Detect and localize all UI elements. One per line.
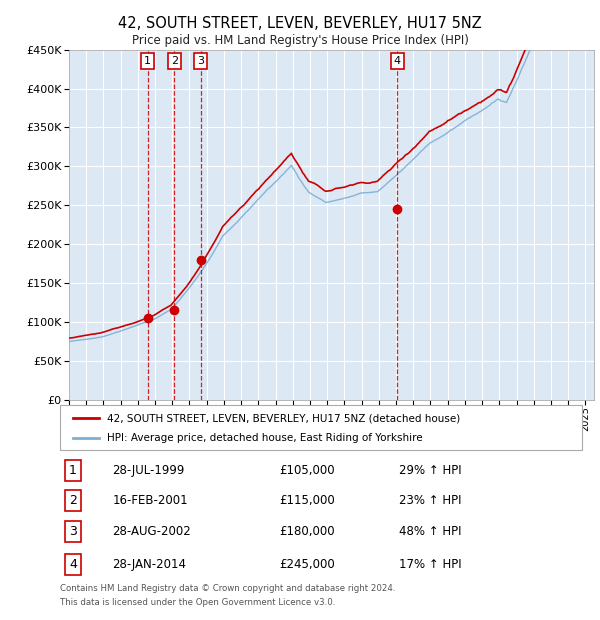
Text: 17% ↑ HPI: 17% ↑ HPI: [400, 558, 462, 571]
Text: 28-JAN-2014: 28-JAN-2014: [112, 558, 186, 571]
Text: 16-FEB-2001: 16-FEB-2001: [112, 494, 188, 507]
Text: Contains HM Land Registry data © Crown copyright and database right 2024.: Contains HM Land Registry data © Crown c…: [60, 584, 395, 593]
Text: 42, SOUTH STREET, LEVEN, BEVERLEY, HU17 5NZ: 42, SOUTH STREET, LEVEN, BEVERLEY, HU17 …: [118, 16, 482, 30]
Text: 2: 2: [69, 494, 77, 507]
Text: Price paid vs. HM Land Registry's House Price Index (HPI): Price paid vs. HM Land Registry's House …: [131, 34, 469, 47]
Text: 2: 2: [171, 56, 178, 66]
Text: 1: 1: [69, 464, 77, 477]
Text: £180,000: £180,000: [279, 525, 335, 538]
FancyBboxPatch shape: [60, 405, 582, 450]
Text: £245,000: £245,000: [279, 558, 335, 571]
Text: 42, SOUTH STREET, LEVEN, BEVERLEY, HU17 5NZ (detached house): 42, SOUTH STREET, LEVEN, BEVERLEY, HU17 …: [107, 414, 460, 423]
Text: 29% ↑ HPI: 29% ↑ HPI: [400, 464, 462, 477]
Text: 28-JUL-1999: 28-JUL-1999: [112, 464, 185, 477]
Text: 23% ↑ HPI: 23% ↑ HPI: [400, 494, 462, 507]
Text: 28-AUG-2002: 28-AUG-2002: [112, 525, 191, 538]
Text: HPI: Average price, detached house, East Riding of Yorkshire: HPI: Average price, detached house, East…: [107, 433, 422, 443]
Text: 48% ↑ HPI: 48% ↑ HPI: [400, 525, 462, 538]
Text: 1: 1: [144, 56, 151, 66]
Text: £105,000: £105,000: [279, 464, 335, 477]
Text: 3: 3: [69, 525, 77, 538]
Text: 4: 4: [69, 558, 77, 571]
Text: 4: 4: [394, 56, 401, 66]
Text: 3: 3: [197, 56, 204, 66]
Text: This data is licensed under the Open Government Licence v3.0.: This data is licensed under the Open Gov…: [60, 598, 335, 607]
Text: £115,000: £115,000: [279, 494, 335, 507]
